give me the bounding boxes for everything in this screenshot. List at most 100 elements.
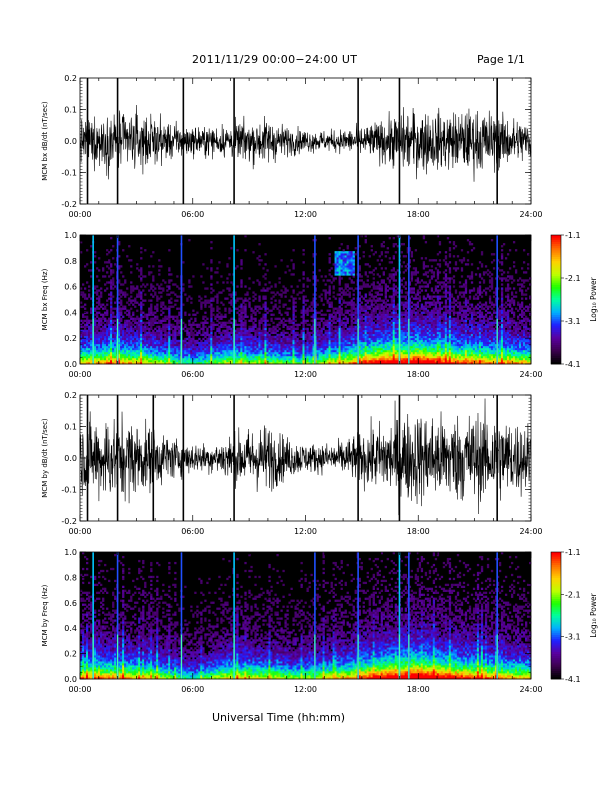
colorbar-cell — [551, 554, 561, 557]
colorbar-cell — [551, 602, 561, 606]
colorbar-label: Log₁₀ Power — [589, 276, 598, 321]
colorbar-cell — [551, 672, 561, 676]
colorbar-cell — [551, 351, 561, 354]
colorbar-cell — [551, 611, 561, 614]
x-tick-label: 12:00 — [294, 685, 317, 694]
colorbar-cell — [551, 634, 561, 638]
colorbar-cell — [551, 598, 561, 602]
colorbar-cell — [551, 308, 561, 311]
colorbar-cell — [551, 600, 561, 604]
colorbar-cell — [551, 596, 561, 599]
x-tick-label: 12:00 — [294, 210, 317, 219]
chart-panel-4: 00:00 06:00 12:00 18:00 24:00 0.0 0.2 0.4 0.6 0.8… — [41, 548, 598, 694]
colorbar-cell — [551, 340, 561, 343]
colorbar-cell — [551, 265, 561, 268]
colorbar-cell — [551, 662, 561, 665]
colorbar-cell — [551, 243, 561, 247]
y-tick-label: 1.0 — [64, 231, 77, 240]
y-tick-label: -0.2 — [61, 200, 77, 209]
colorbar-cell — [551, 250, 561, 253]
x-tick-label: 12:00 — [294, 527, 317, 536]
colorbar-tick-label: -1.1 — [565, 231, 581, 240]
colorbar-cell — [551, 331, 561, 335]
colorbar-cell — [551, 342, 561, 346]
colorbar-cell — [551, 295, 561, 298]
colorbar-cell — [551, 655, 561, 659]
chart-panel-2: 00:00 06:00 12:00 18:00 24:00 0.0 0.2 0.4 0.6 0.8… — [41, 231, 598, 379]
colorbar: -1.1 -2.1 -3.1 -4.1 Log₁₀ Power — [550, 231, 598, 369]
colorbar-cell — [551, 346, 561, 350]
x-tick-label: 06:00 — [181, 527, 204, 536]
page-title: 2011/11/29 00:00−24:00 UT — [192, 53, 358, 66]
colorbar-cell — [551, 333, 561, 337]
x-tick-label: 00:00 — [68, 370, 91, 379]
colorbar-tick-label: -4.1 — [565, 360, 581, 369]
colorbar-cell — [551, 353, 561, 356]
colorbar-cell — [551, 348, 561, 352]
x-tick-label: 06:00 — [181, 210, 204, 219]
colorbar-cell — [551, 321, 561, 324]
y-tick-label: 0.0 — [64, 454, 77, 463]
chart-panel-1: 00:00 06:00 12:00 18:00 24:00 -0.2 -0.1 0.0 0.1 0… — [41, 74, 543, 219]
x-tick-label: 00:00 — [68, 685, 91, 694]
colorbar-cell — [551, 256, 561, 260]
y-tick-label: -0.1 — [61, 169, 77, 178]
colorbar-cell — [551, 638, 561, 642]
y-tick-label: 0.2 — [64, 650, 77, 659]
colorbar-cell — [551, 338, 561, 341]
colorbar-cell — [551, 275, 561, 279]
colorbar-cell — [551, 623, 561, 627]
colorbar-cell — [551, 359, 561, 363]
colorbar-cell — [551, 241, 561, 244]
x-tick-label: 24:00 — [519, 527, 542, 536]
y-tick-label: 0.2 — [64, 74, 77, 83]
colorbar-cell — [551, 562, 561, 566]
colorbar-cell — [551, 252, 561, 255]
colorbar: -1.1 -2.1 -3.1 -4.1 Log₁₀ Power — [550, 548, 598, 684]
colorbar-cell — [551, 258, 561, 262]
colorbar-cell — [551, 647, 561, 650]
y-tick-label: -0.2 — [61, 517, 77, 526]
colorbar-cell — [551, 235, 561, 238]
colorbar-cell — [551, 674, 561, 678]
colorbar-cell — [551, 664, 561, 667]
colorbar-cell — [551, 575, 561, 578]
x-tick-label: 18:00 — [407, 370, 430, 379]
colorbar-cell — [551, 670, 561, 674]
x-tick-label: 18:00 — [407, 210, 430, 219]
colorbar-cell — [551, 323, 561, 326]
colorbar-frame — [550, 234, 562, 365]
colorbar-cell — [551, 344, 561, 348]
colorbar-cell — [551, 361, 561, 365]
colorbar-cell — [551, 239, 561, 242]
colorbar-cell — [551, 336, 561, 339]
x-tick-label: 18:00 — [407, 527, 430, 536]
colorbar-cell — [551, 607, 561, 610]
colorbar-frame — [550, 551, 562, 680]
colorbar-cell — [551, 604, 561, 608]
y-axis-label: MCM bx dB/dt (nT/sec) — [41, 101, 49, 181]
colorbar-cell — [551, 590, 561, 593]
y-tick-label: 0.6 — [64, 283, 77, 292]
colorbar-cell — [551, 571, 561, 574]
x-tick-label: 06:00 — [181, 685, 204, 694]
x-tick-label: 12:00 — [294, 370, 317, 379]
colorbar-cell — [551, 269, 561, 272]
colorbar-cell — [551, 564, 561, 568]
colorbar-cell — [551, 267, 561, 270]
colorbar-label: Log₁₀ Power — [589, 592, 598, 637]
x-tick-label: 24:00 — [519, 685, 542, 694]
colorbar-cell — [551, 649, 561, 652]
dbdt-trace — [79, 398, 532, 516]
colorbar-cell — [551, 668, 561, 671]
y-tick-label: -0.1 — [61, 486, 77, 495]
y-tick-label: 0.2 — [64, 334, 77, 343]
colorbar-tick-label: -3.1 — [565, 317, 581, 326]
y-tick-label: 0.0 — [64, 360, 77, 369]
colorbar-cell — [551, 621, 561, 625]
colorbar-cell — [551, 301, 561, 305]
colorbar-cell — [551, 666, 561, 669]
y-tick-label: 0.4 — [64, 308, 77, 317]
x-tick-label: 18:00 — [407, 685, 430, 694]
y-axis-label: MCM by Freq (Hz) — [41, 584, 49, 646]
